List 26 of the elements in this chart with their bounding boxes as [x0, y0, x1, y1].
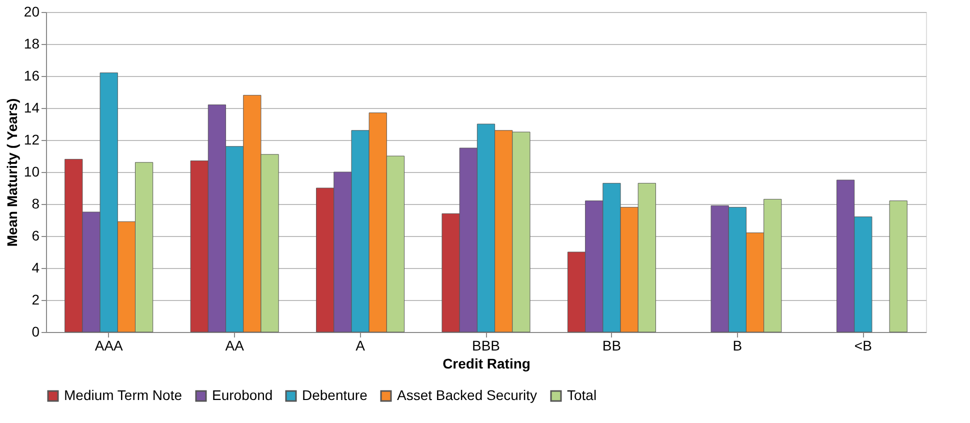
x-tick-label: AAA: [94, 338, 124, 354]
x-tick-label: BB: [602, 338, 622, 354]
legend-label: Asset Backed Security: [397, 387, 538, 403]
y-tick-label: 0: [32, 324, 40, 340]
x-axis-title: Credit Rating: [442, 356, 530, 372]
y-tick-label: 10: [24, 164, 40, 180]
legend-label: Eurobond: [212, 387, 273, 403]
legend-label: Debenture: [302, 387, 368, 403]
y-tick-label: 8: [32, 196, 40, 212]
x-tick-label: B: [732, 338, 742, 354]
x-tick-label: <B: [854, 338, 872, 354]
y-tick-label: 18: [24, 36, 40, 52]
legend-label: Medium Term Note: [64, 387, 182, 403]
y-tick-label: 2: [32, 292, 40, 308]
y-tick-label: 20: [24, 4, 40, 20]
y-axis-title: Mean Maturity ( Years): [4, 98, 20, 247]
y-tick-label: 14: [24, 100, 40, 116]
y-tick-label: 6: [32, 228, 40, 244]
x-tick-label: BBB: [472, 338, 500, 354]
bar: [889, 200, 908, 332]
y-tick-label: 12: [24, 132, 40, 148]
y-tick-label: 4: [32, 260, 40, 276]
y-tick-label: 16: [24, 68, 40, 84]
x-tick-label: AA: [225, 338, 245, 354]
x-tick-label: A: [356, 338, 366, 354]
legend-label: Total: [567, 387, 597, 403]
